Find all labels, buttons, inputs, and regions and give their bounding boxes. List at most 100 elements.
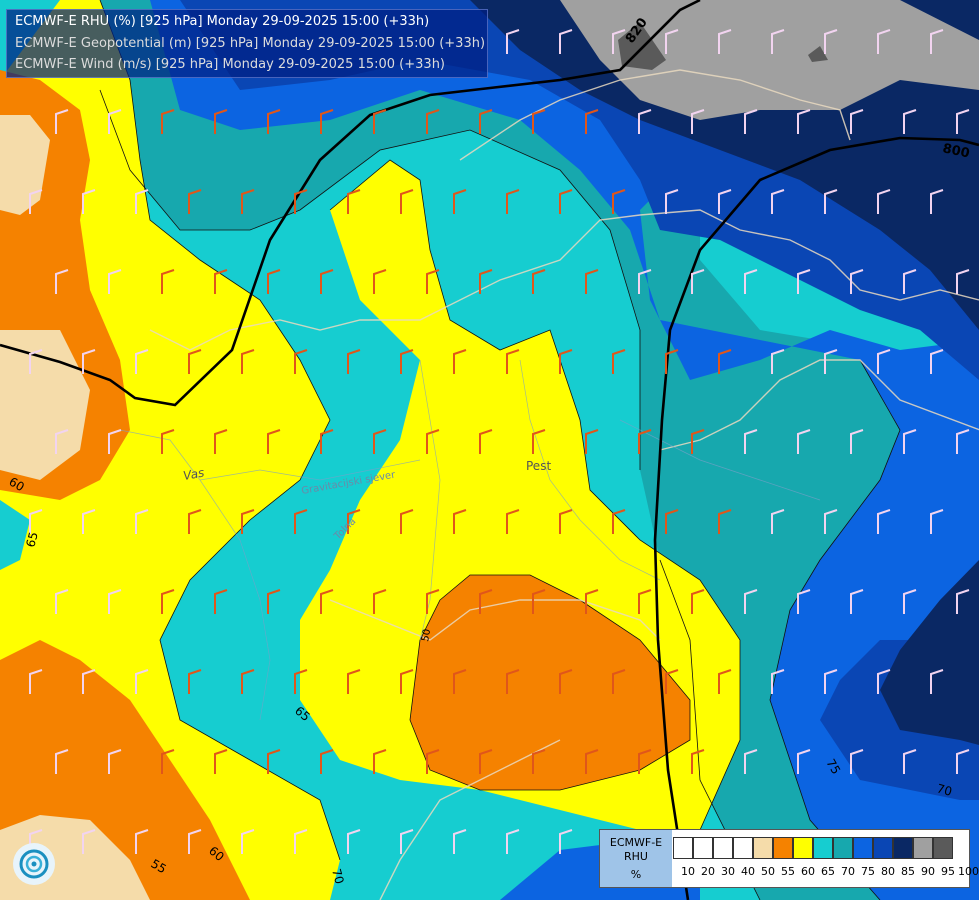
legend-tick-label: 40 [741,865,755,878]
wind-barb [479,749,493,774]
wind-barb [135,669,149,694]
wind-barb [161,749,175,774]
wind-barb [188,349,202,374]
wind-barb [161,269,175,294]
wind-barb [877,669,891,694]
wind-barb [320,109,334,134]
wind-barb [744,429,758,454]
wind-barb [347,349,361,374]
wind-barb [744,109,758,134]
wind-barb [479,269,493,294]
wind-barb [55,429,69,454]
wind-barb [718,509,732,534]
wind-barb [585,109,599,134]
wind-barb [877,349,891,374]
wind-barb [718,189,732,214]
wind-barb [426,109,440,134]
legend-tick-label: 50 [761,865,775,878]
wind-barb [559,189,573,214]
wind-barb [585,749,599,774]
wind-barb [214,589,228,614]
wind-barb [665,669,679,694]
wind-barb [161,109,175,134]
wind-barb [771,29,785,54]
place-label-vas: Vas [182,466,205,483]
wind-barb [797,589,811,614]
wind-barb [824,189,838,214]
wind-barb [108,589,122,614]
legend-swatch [753,837,773,859]
wind-barb [55,269,69,294]
wind-barb [241,349,255,374]
legend-variable: RHU [624,850,648,863]
wind-barb [479,429,493,454]
wind-barb [559,669,573,694]
wind-barb [585,429,599,454]
ecmwf-logo [13,843,55,885]
wind-barb [559,829,573,854]
wind-barb [214,269,228,294]
wind-barb [294,669,308,694]
legend-swatch [733,837,753,859]
legend-swatch [933,837,953,859]
wind-barb [373,269,387,294]
wind-barb [506,829,520,854]
wind-barb [267,589,281,614]
legend-swatch [833,837,853,859]
wind-barb [320,429,334,454]
title-geopotential: ECMWF-E Geopotential (m) [925 hPa] Monda… [15,36,486,51]
wind-barb [294,829,308,854]
wind-barb [347,829,361,854]
wind-barb [373,429,387,454]
wind-barb [82,509,96,534]
rhu-label-6: 70 [935,781,953,798]
wind-barb [108,749,122,774]
wind-barb [744,269,758,294]
wind-barb [479,589,493,614]
wind-barb [930,189,944,214]
wind-barb [294,509,308,534]
rhu-zone-55-west [0,330,90,480]
wind-barb [188,669,202,694]
wind-barb [400,509,414,534]
wind-barbs [29,29,970,854]
wind-barb [320,749,334,774]
wind-barb [241,829,255,854]
wind-barb [718,669,732,694]
rhu-legend: ECMWF-E RHU % 10 20 30 40 50 55 60 65 70 75 80 85 90… [599,829,979,888]
wind-barb [161,589,175,614]
rhu-label-4: 70 [329,867,346,885]
wind-barb [585,589,599,614]
wind-barb [877,29,891,54]
title-rhu: ECMWF-E RHU (%) [925 hPa] Monday 29-09-2… [15,14,430,29]
wind-barb [55,109,69,134]
wind-barb [453,669,467,694]
wind-barb [532,109,546,134]
wind-barb [320,269,334,294]
wind-barb [930,29,944,54]
wind-barb [320,589,334,614]
wind-barb [373,749,387,774]
wind-barb [691,429,705,454]
wind-barb [638,269,652,294]
legend-swatch [793,837,813,859]
legend-swatch [853,837,873,859]
wind-barb [930,669,944,694]
rhu-zone-75-top [80,0,979,900]
legend-swatch [693,837,713,859]
wind-barb [373,109,387,134]
wind-barb [267,429,281,454]
wind-barb [188,509,202,534]
wind-barb [638,589,652,614]
legend-swatch [713,837,733,859]
rivers [119,359,821,721]
wind-barb [665,29,679,54]
wind-barb [903,109,917,134]
wind-barb [559,349,573,374]
geopotential-label-800: 800 [941,141,971,161]
legend-tick-label: 20 [701,865,715,878]
wind-barb [638,749,652,774]
wind-barb [347,509,361,534]
